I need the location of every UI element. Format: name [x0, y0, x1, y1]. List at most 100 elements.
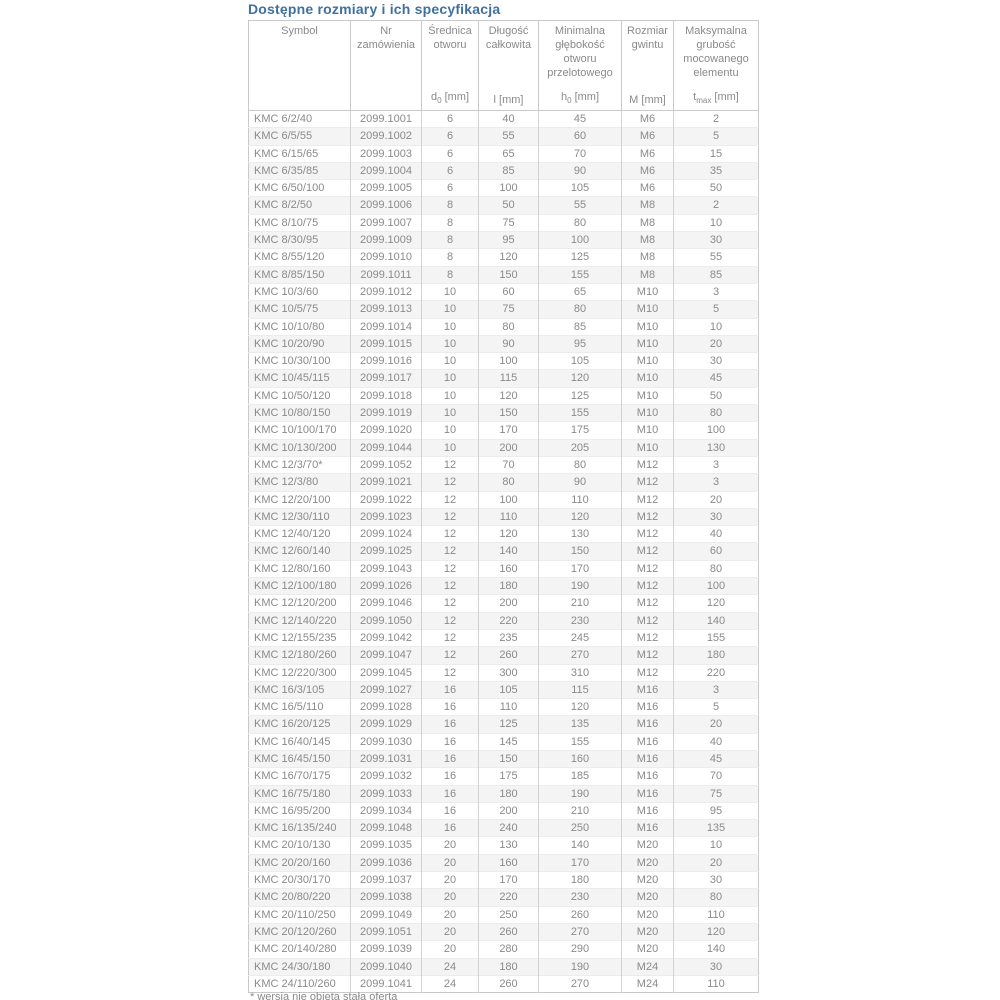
column-header: Maksymalna grubość mocowanego elementu tm…	[673, 20, 759, 111]
table-row: KMC 16/3/105 2099.1027 16 105 115 M16 3	[248, 680, 759, 699]
value-cell: 200	[478, 801, 539, 820]
column-header-label: Symbol	[281, 25, 318, 37]
value-cell: 125	[478, 715, 539, 734]
value-cell: 205	[538, 438, 622, 457]
value-cell: 2099.1029	[350, 715, 422, 734]
table-row: KMC 20/20/160 2099.1036 20 160 170 M20 20	[248, 853, 759, 872]
value-cell: 2099.1004	[350, 161, 422, 180]
symbol-cell: KMC 12/140/220	[248, 611, 351, 630]
value-cell: 3	[673, 282, 759, 301]
value-cell: 2099.1041	[350, 974, 422, 993]
value-cell: M12	[621, 507, 674, 526]
value-cell: M10	[621, 438, 674, 457]
value-cell: M16	[621, 715, 674, 734]
value-cell: 145	[478, 732, 539, 751]
value-cell: 190	[538, 577, 622, 595]
value-cell: M10	[621, 404, 674, 422]
value-cell: 175	[478, 767, 539, 786]
value-cell: 150	[538, 542, 622, 561]
table-row: KMC 8/85/150 2099.1011 8 150 155 M8 85	[248, 265, 759, 284]
value-cell: 115	[538, 680, 622, 699]
value-cell: 2099.1049	[350, 905, 422, 924]
table-row: KMC 12/60/140 2099.1025 12 140 150 M12 60	[248, 542, 759, 561]
value-cell: 270	[538, 974, 622, 993]
value-cell: M16	[621, 784, 674, 803]
value-cell: 30	[673, 507, 759, 526]
value-cell: 2099.1047	[350, 646, 422, 664]
value-cell: 180	[538, 871, 622, 889]
value-cell: 5	[673, 300, 759, 319]
value-cell: 120	[673, 594, 759, 613]
value-cell: 2099.1050	[350, 611, 422, 630]
value-cell: 10	[421, 352, 479, 370]
value-cell: 2099.1035	[350, 836, 422, 855]
value-cell: 8	[421, 265, 479, 284]
value-cell: 12	[421, 473, 479, 492]
value-cell: 6	[421, 127, 479, 146]
table-row: KMC 12/120/200 2099.1046 12 200 210 M12 120	[248, 594, 759, 613]
value-cell: 110	[478, 698, 539, 716]
table-row: KMC 10/50/120 2099.1018 10 120 125 M10 50	[248, 386, 759, 405]
symbol-cell: KMC 6/5/55	[248, 127, 351, 146]
value-cell: 2099.1028	[350, 698, 422, 716]
value-cell: 12	[421, 542, 479, 561]
value-cell: 120	[538, 507, 622, 526]
table-row: KMC 8/55/120 2099.1010 8 120 125 M8 55	[248, 248, 759, 267]
value-cell: 100	[478, 352, 539, 370]
value-cell: 100	[673, 421, 759, 440]
value-cell: 2099.1045	[350, 663, 422, 682]
value-cell: M12	[621, 525, 674, 543]
value-cell: 150	[478, 404, 539, 422]
value-cell: M12	[621, 646, 674, 664]
value-cell: 155	[673, 628, 759, 647]
value-cell: 2099.1043	[350, 559, 422, 578]
value-cell: 220	[478, 611, 539, 630]
value-cell: 16	[421, 784, 479, 803]
symbol-cell: KMC 6/2/40	[254, 113, 313, 125]
value-cell: 80	[538, 455, 622, 474]
symbol-cell: KMC 10/20/90	[248, 334, 351, 353]
column-header-label: Długość całkowita	[485, 25, 532, 51]
value-cell: 20	[421, 836, 479, 855]
symbol-cell: KMC 12/30/110	[248, 507, 351, 526]
value-cell: 280	[478, 940, 539, 959]
value-cell: 16	[421, 732, 479, 751]
value-cell: 80	[478, 473, 539, 492]
column-header: Symbol	[248, 20, 351, 111]
value-cell: 2099.1014	[350, 317, 422, 336]
value-cell: 20	[673, 334, 759, 353]
symbol-cell: KMC 12/40/120	[248, 525, 351, 543]
value-cell: 2099.1013	[350, 300, 422, 319]
table-row: KMC 12/20/100 2099.1022 12 100 110 M12 20	[248, 490, 759, 509]
symbol-cell: KMC 20/140/280	[248, 940, 351, 959]
value-cell: 155	[538, 265, 622, 284]
symbol-cell: KMC 10/5/75	[248, 300, 351, 319]
value-cell: 12	[421, 507, 479, 526]
value-cell: 24	[421, 974, 479, 993]
value-cell: M16	[621, 801, 674, 820]
table-row: KMC 16/135/240 2099.1048 16 240 250 M16 135	[248, 819, 759, 837]
value-cell: M10	[621, 386, 674, 405]
table-row: KMC 6/15/65 2099.1003 6 65 70 M6 15	[248, 144, 759, 163]
value-cell: M12	[621, 594, 674, 613]
value-cell: 10	[421, 317, 479, 336]
column-header-label: Rozmiar gwintu	[627, 25, 668, 51]
value-cell: 180	[673, 646, 759, 664]
value-cell: 85	[478, 161, 539, 180]
value-cell: 85	[538, 317, 622, 336]
value-cell: 16	[421, 680, 479, 699]
value-cell: 180	[478, 784, 539, 803]
symbol-cell: KMC 8/2/50	[248, 196, 351, 215]
value-cell: 2099.1046	[350, 594, 422, 613]
table-row: KMC 6/2/40 2099.1001 6 40 45 M6 2	[249, 110, 759, 128]
value-cell: 130	[538, 525, 622, 543]
symbol-cell: KMC 8/30/95	[248, 231, 351, 249]
value-cell: 300	[478, 663, 539, 682]
value-cell: 2099.1039	[350, 940, 422, 959]
value-cell: 110	[673, 905, 759, 924]
value-cell: 170	[478, 421, 539, 440]
value-cell: 260	[478, 646, 539, 664]
value-cell: 2099.1026	[350, 577, 422, 595]
value-cell: 2099.1038	[350, 888, 422, 907]
value-cell: M12	[621, 455, 674, 474]
